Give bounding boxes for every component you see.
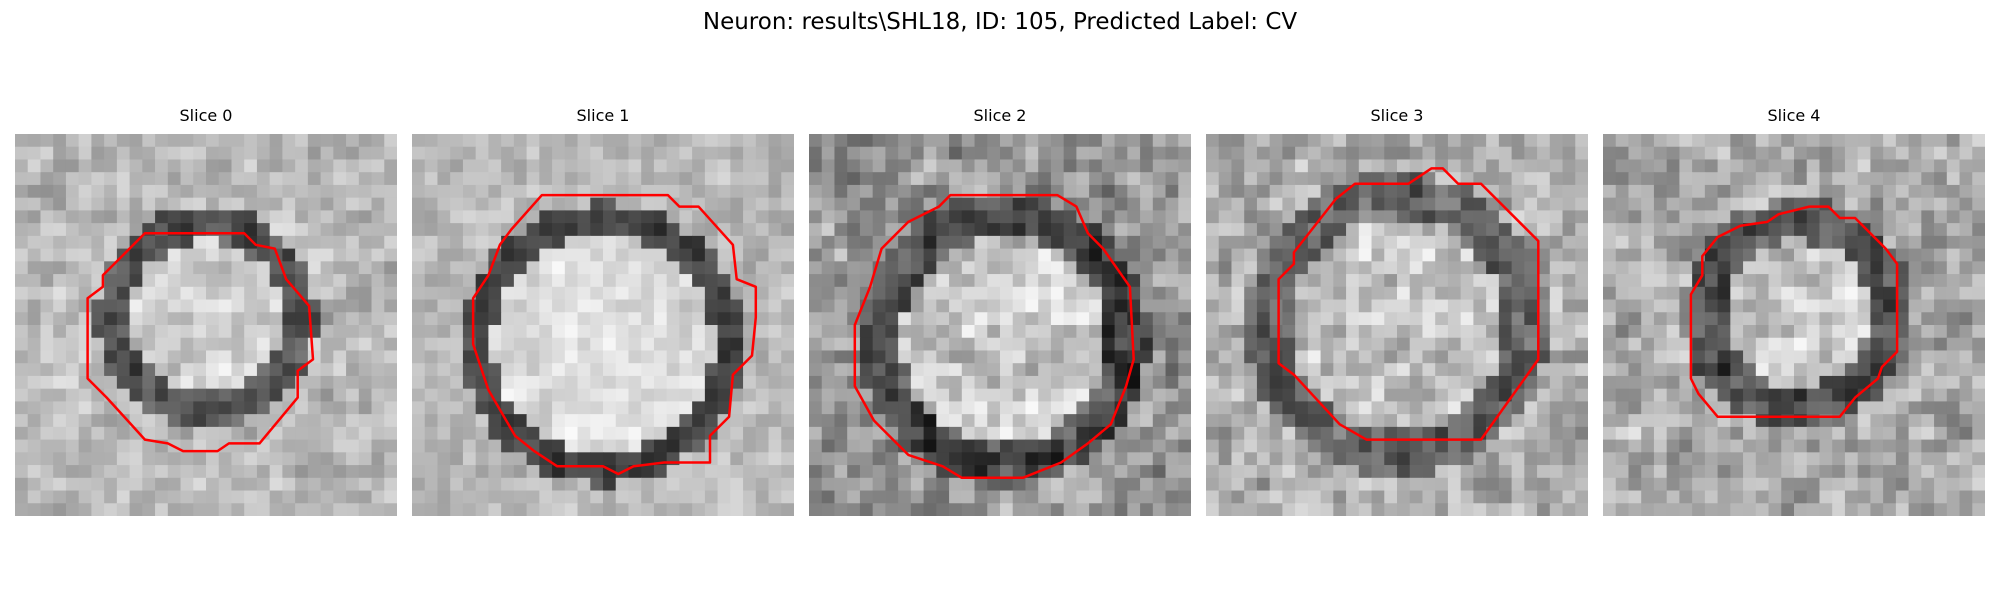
slice-title: Slice 0 (179, 106, 233, 125)
pixel-grid (1206, 134, 1588, 516)
slice-panel-0: Slice 0 (15, 106, 397, 516)
slice-panel-2: Slice 2 (809, 106, 1191, 516)
slice-title: Slice 2 (973, 106, 1027, 125)
pixel-grid (412, 134, 794, 516)
slice-image-3 (1206, 134, 1588, 516)
segmentation-contour (471, 193, 758, 476)
slice-image-4 (1603, 134, 1985, 516)
slice-panel-3: Slice 3 (1206, 106, 1588, 516)
segmentation-contour (1689, 205, 1899, 418)
figure-title: Neuron: results\SHL18, ID: 105, Predicte… (702, 9, 1298, 35)
slice-image-2 (809, 134, 1191, 516)
slice-title: Slice 4 (1767, 106, 1821, 125)
slice-title: Slice 1 (576, 106, 630, 125)
segmentation-contour (1277, 167, 1540, 441)
segmentation-contour (853, 193, 1135, 480)
segmentation-contour (86, 232, 315, 453)
pixel-grid (809, 134, 1191, 516)
slice-image-1 (412, 134, 794, 516)
slice-panel-4: Slice 4 (1603, 106, 1985, 516)
pixel-grid (1603, 134, 1985, 516)
pixel-grid (15, 134, 397, 516)
slice-panel-1: Slice 1 (412, 106, 794, 516)
slice-image-0 (15, 134, 397, 516)
slice-title: Slice 3 (1370, 106, 1424, 125)
